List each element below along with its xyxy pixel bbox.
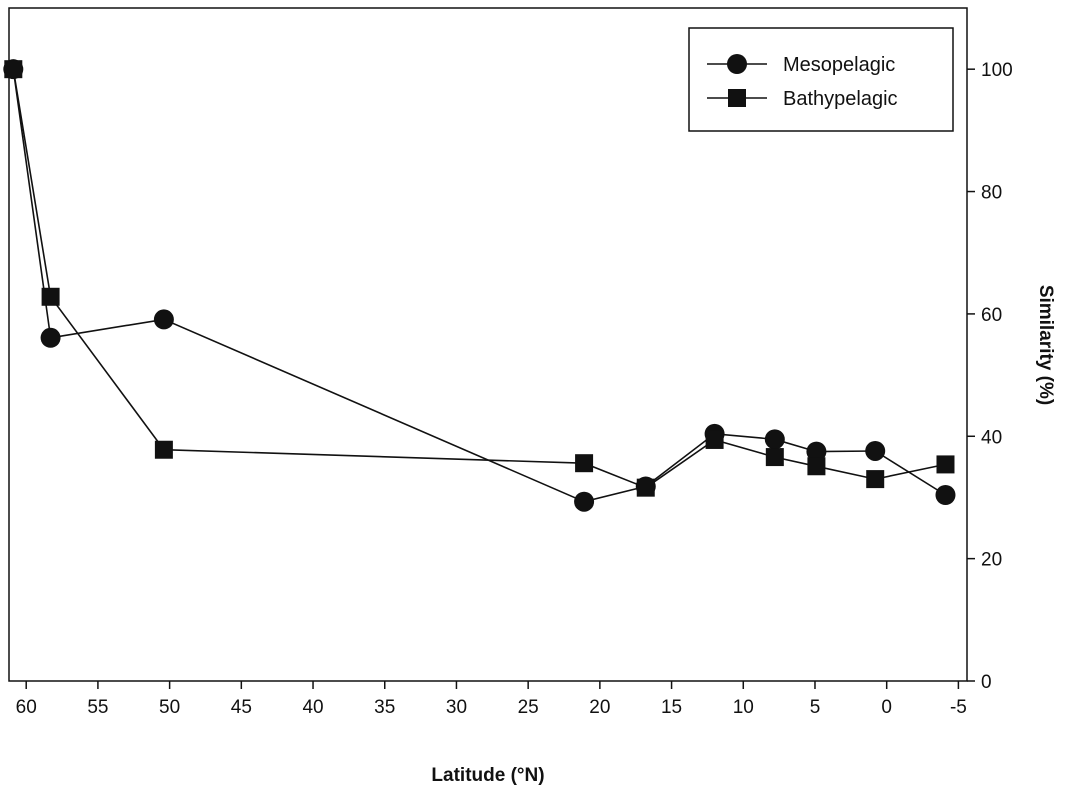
x-tick-label: 10 — [733, 697, 754, 718]
legend-label-mesopelagic: Mesopelagic — [783, 54, 895, 76]
y-tick-label: 20 — [981, 550, 1002, 571]
data-point-mesopelagic — [764, 429, 785, 450]
legend: Mesopelagic Bathypelagic — [688, 27, 954, 132]
x-tick-label: 60 — [16, 697, 37, 718]
y-tick-label: 60 — [981, 305, 1002, 326]
x-tick-label: 50 — [159, 697, 180, 718]
data-point-mesopelagic — [574, 491, 595, 512]
data-point-mesopelagic — [865, 440, 886, 461]
y-tick-label: 40 — [981, 427, 1002, 448]
y-axis-title: Similarity (%) — [1035, 285, 1056, 405]
y-axis: 0 20 40 60 80 100 — [967, 60, 1013, 693]
y-tick-label: 80 — [981, 183, 1002, 204]
series-line-bathypelagic — [12, 69, 946, 489]
data-point-bathypelagic — [154, 440, 173, 459]
x-tick-label: 55 — [87, 697, 108, 718]
data-point-bathypelagic — [575, 454, 594, 473]
x-tick-label: 30 — [446, 697, 467, 718]
series-line-mesopelagic — [12, 69, 946, 503]
data-point-mesopelagic — [935, 485, 956, 506]
series-layer — [3, 59, 956, 512]
x-tick-label: 35 — [374, 697, 395, 718]
y-tick-label: 0 — [981, 672, 992, 693]
data-point-bathypelagic — [765, 448, 784, 467]
x-tick-label: 0 — [881, 697, 892, 718]
legend-marker-bathypelagic — [728, 89, 746, 107]
data-point-bathypelagic — [807, 457, 826, 476]
x-tick-label: 40 — [302, 697, 323, 718]
plot-frame — [8, 7, 968, 682]
data-point-bathypelagic — [866, 470, 885, 489]
x-axis-title: Latitude (°N) — [431, 765, 544, 786]
x-tick-label: 15 — [661, 697, 682, 718]
x-tick-label: 20 — [589, 697, 610, 718]
legend-marker-mesopelagic — [727, 54, 747, 74]
data-point-bathypelagic — [936, 455, 955, 474]
data-point-mesopelagic — [153, 309, 174, 330]
data-point-bathypelagic — [4, 60, 23, 79]
data-point-bathypelagic — [41, 287, 60, 306]
legend-box — [688, 27, 954, 132]
data-point-bathypelagic — [636, 478, 655, 497]
x-axis: 60 55 50 45 40 35 30 25 20 15 10 5 0 -5 — [16, 681, 967, 718]
legend-label-bathypelagic: Bathypelagic — [783, 88, 898, 110]
x-tick-label: 5 — [810, 697, 821, 718]
x-tick-label: 45 — [231, 697, 252, 718]
data-point-mesopelagic — [806, 441, 827, 462]
data-point-bathypelagic — [705, 430, 724, 449]
data-point-mesopelagic — [40, 327, 61, 348]
x-tick-label: -5 — [950, 697, 967, 718]
x-tick-label: 25 — [518, 697, 539, 718]
y-tick-label: 100 — [981, 60, 1013, 81]
